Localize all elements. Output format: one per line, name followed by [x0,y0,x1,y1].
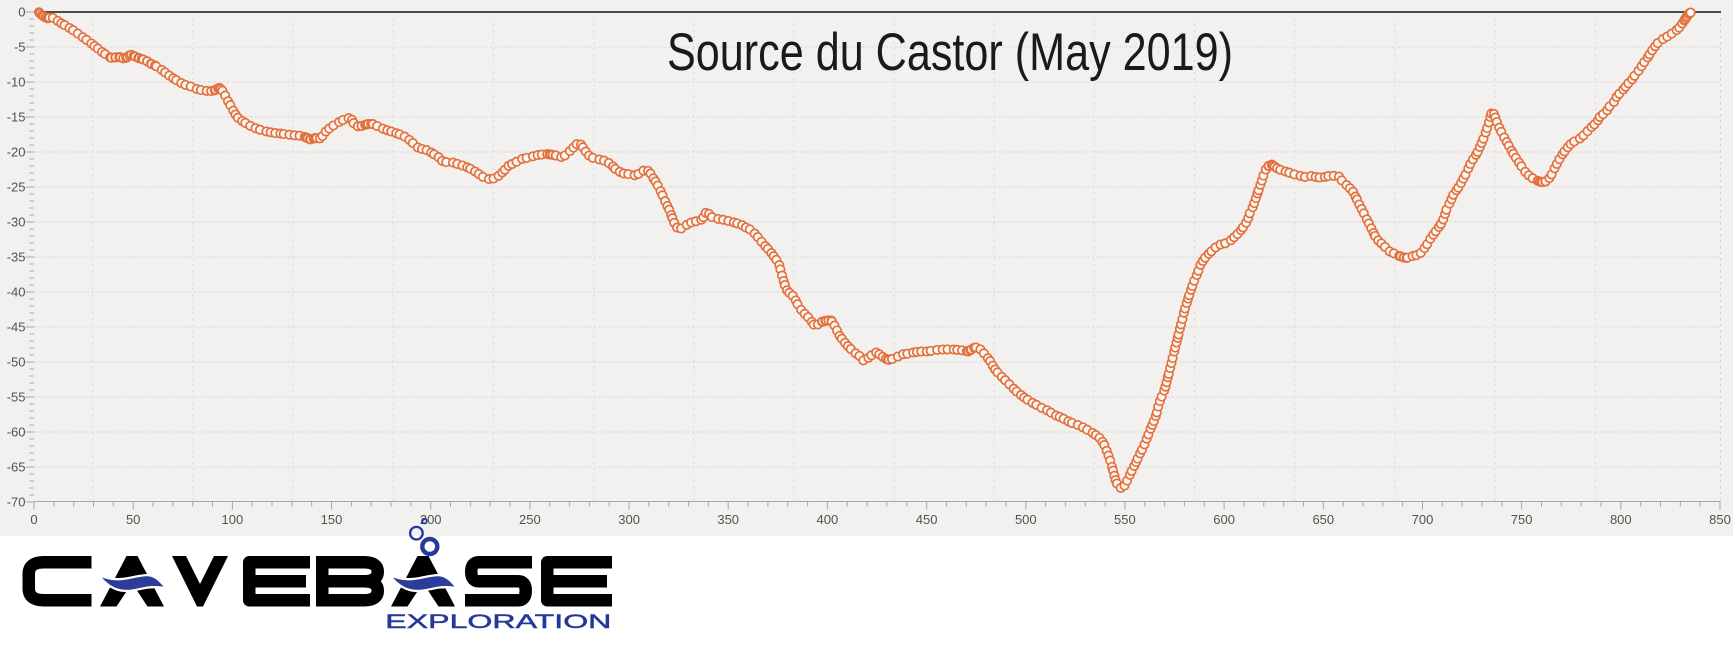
svg-text:-25: -25 [7,180,26,195]
svg-text:250: 250 [519,512,541,527]
svg-text:-5: -5 [14,40,26,55]
svg-text:100: 100 [222,512,244,527]
svg-text:-35: -35 [7,250,26,265]
svg-text:850: 850 [1709,512,1731,527]
svg-text:50: 50 [126,512,140,527]
svg-text:800: 800 [1610,512,1632,527]
svg-text:-40: -40 [7,285,26,300]
svg-text:Source du Castor (May 2019): Source du Castor (May 2019) [667,23,1233,82]
svg-text:500: 500 [1015,512,1037,527]
svg-text:-55: -55 [7,390,26,405]
svg-text:-30: -30 [7,215,26,230]
svg-text:-65: -65 [7,460,26,475]
svg-text:-60: -60 [7,425,26,440]
svg-text:350: 350 [717,512,739,527]
svg-text:-70: -70 [7,495,26,510]
svg-text:150: 150 [321,512,343,527]
svg-text:400: 400 [817,512,839,527]
svg-text:-10: -10 [7,75,26,90]
svg-text:0: 0 [18,5,25,20]
svg-text:EXPLORATION: EXPLORATION [385,611,611,632]
svg-text:-50: -50 [7,355,26,370]
svg-text:450: 450 [916,512,938,527]
svg-text:0: 0 [30,512,37,527]
svg-text:300: 300 [618,512,640,527]
svg-text:600: 600 [1213,512,1235,527]
svg-text:700: 700 [1412,512,1434,527]
svg-text:-45: -45 [7,320,26,335]
svg-text:650: 650 [1312,512,1334,527]
svg-text:550: 550 [1114,512,1136,527]
svg-text:750: 750 [1511,512,1533,527]
svg-text:-20: -20 [7,145,26,160]
svg-text:-15: -15 [7,110,26,125]
